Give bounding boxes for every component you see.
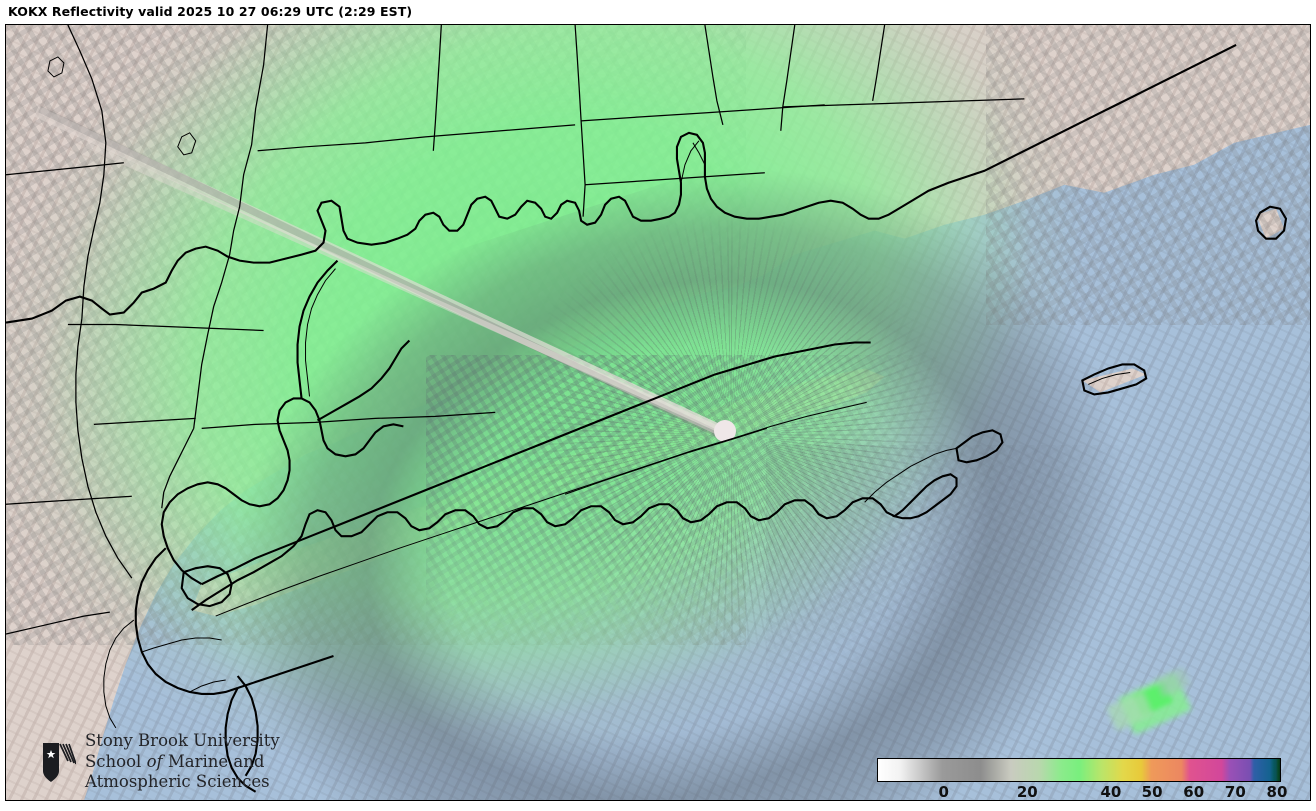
colorbar-tick-20: 20 xyxy=(1016,783,1038,801)
logo-line-2-post: Marine and xyxy=(162,751,265,771)
radar-map-frame: Stony Brook University School of Marine … xyxy=(5,24,1311,801)
reflectivity-layer xyxy=(6,25,1310,800)
logo-text: Stony Brook University School of Marine … xyxy=(85,731,280,793)
logo-line-2: School of Marine and xyxy=(85,752,280,773)
geography-overlay xyxy=(6,25,1310,801)
colorbar-tick-50: 50 xyxy=(1141,783,1163,801)
logo-line-2-pre: School xyxy=(85,751,147,771)
shield-icon xyxy=(43,742,76,782)
radar-site-marker xyxy=(714,420,736,442)
stony-brook-logo: Stony Brook University School of Marine … xyxy=(42,731,280,793)
page-title: KOKX Reflectivity valid 2025 10 27 06:29… xyxy=(8,4,413,19)
colorbar-tick-40: 40 xyxy=(1100,783,1122,801)
colorbar-tick-labels: 0 20 40 50 60 70 80 xyxy=(877,783,1287,801)
colorbar-track xyxy=(877,758,1281,782)
colorbar-tick-70: 70 xyxy=(1224,783,1246,801)
radar-gate-speckle-far xyxy=(766,445,1306,800)
logo-line-1: Stony Brook University xyxy=(85,731,280,750)
radar-gate-speckle-se xyxy=(426,355,1146,800)
colorbar-tick-60: 60 xyxy=(1183,783,1205,801)
logo-line-2-italic: of xyxy=(146,751,163,771)
colorbar-tick-0: 0 xyxy=(938,783,949,801)
radar-gate-speckle-ne xyxy=(986,25,1310,325)
colorbar-tick-80: 80 xyxy=(1266,783,1288,801)
logo-line-3: Atmospheric Sciences xyxy=(85,772,270,791)
colorbar-gradient xyxy=(878,759,1280,781)
reflectivity-colorbar: 0 20 40 50 60 70 80 xyxy=(877,758,1287,801)
